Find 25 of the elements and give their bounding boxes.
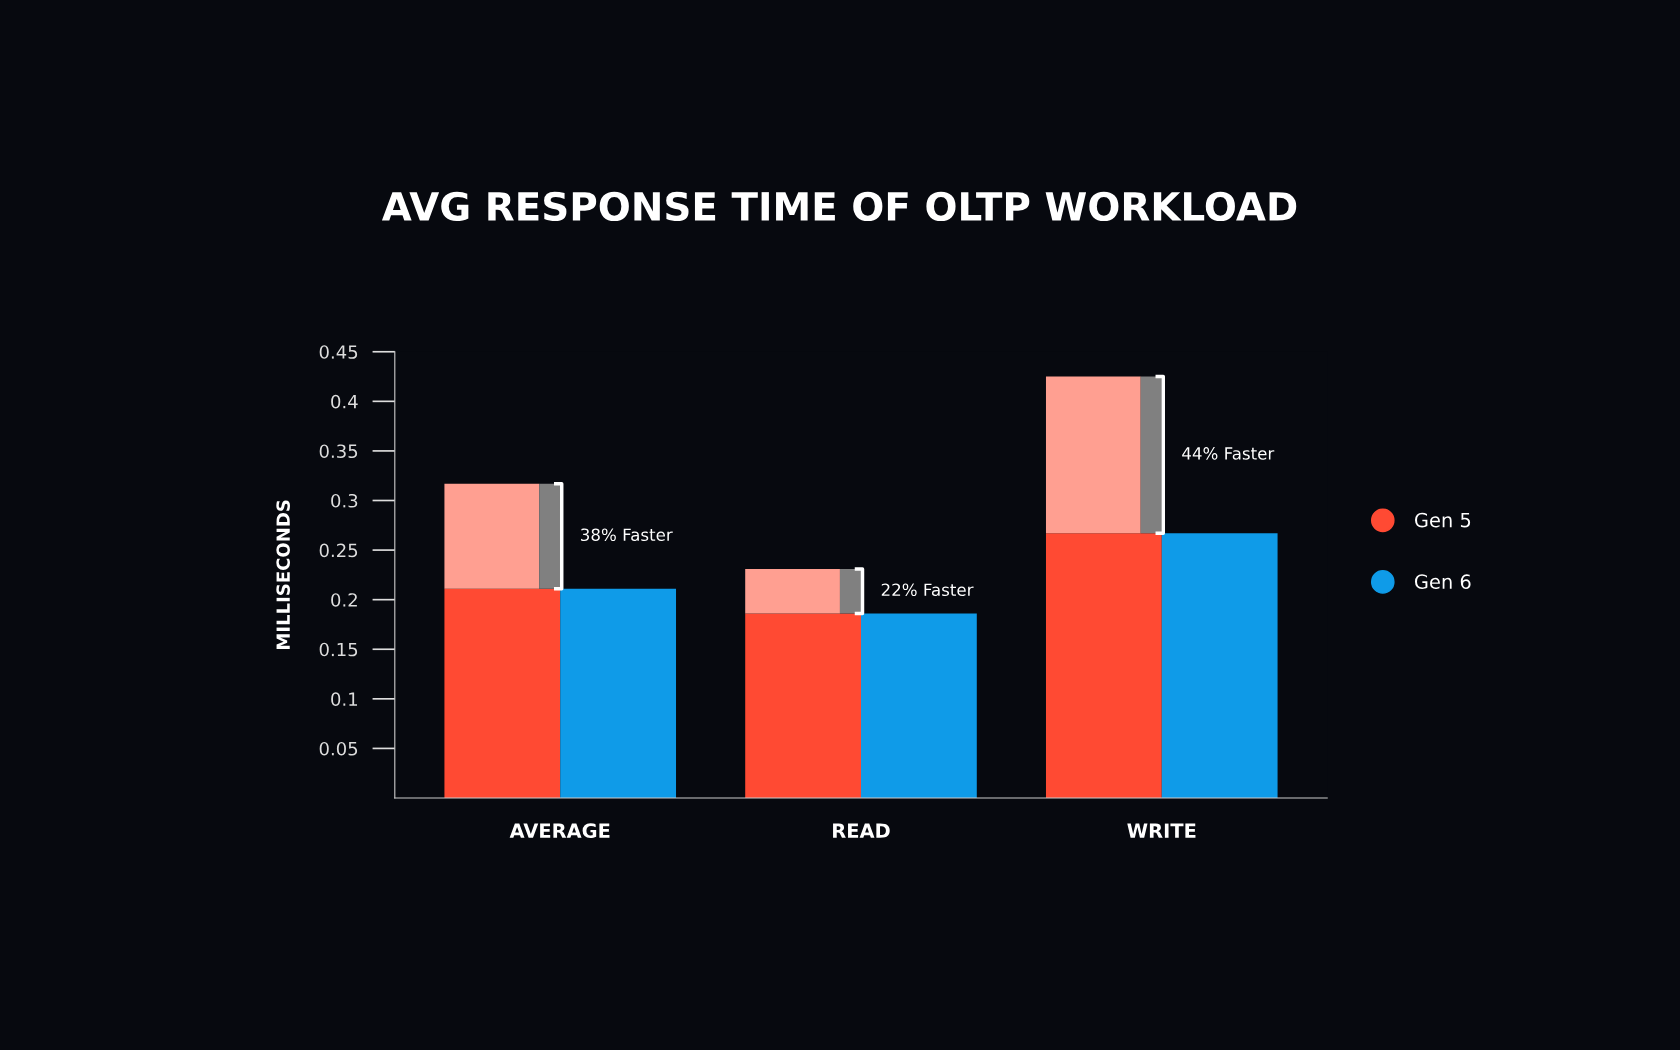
x-tick-label: AVERAGE: [509, 823, 610, 839]
bar: [444, 588, 561, 798]
y-tick-label: 0.05: [319, 741, 358, 756]
annotation: 22% Faster: [881, 583, 974, 597]
y-tick-label: 0.45: [319, 345, 358, 359]
y-tick-label: 0.4: [331, 394, 358, 409]
y-tick-label: 0.3: [331, 493, 358, 508]
bar: [1161, 533, 1278, 798]
bar: [745, 613, 861, 798]
annotation: 44% Faster: [1182, 447, 1275, 460]
bar: [1045, 533, 1162, 798]
y-tick-label: 0.2: [331, 593, 357, 607]
chart-title: AVG RESPONSE TIME OF OLTP WORKLOAD: [381, 191, 1297, 222]
legend-label: Gen 6: [1414, 574, 1471, 589]
y-tick-label: 0.25: [319, 543, 358, 558]
bar: [861, 613, 977, 798]
bar: [560, 588, 677, 798]
x-tick-label: WRITE: [1127, 823, 1196, 838]
y-tick-label: 0.15: [319, 642, 358, 657]
y-tick-label: 0.35: [319, 444, 358, 459]
annotation: 38% Faster: [581, 528, 673, 542]
x-tick-label: READ: [833, 823, 890, 838]
y-axis-title: MILLISECONDS: [276, 500, 290, 649]
y-tick-label: 0.1: [331, 692, 358, 706]
legend-label: Gen 5: [1414, 512, 1471, 528]
